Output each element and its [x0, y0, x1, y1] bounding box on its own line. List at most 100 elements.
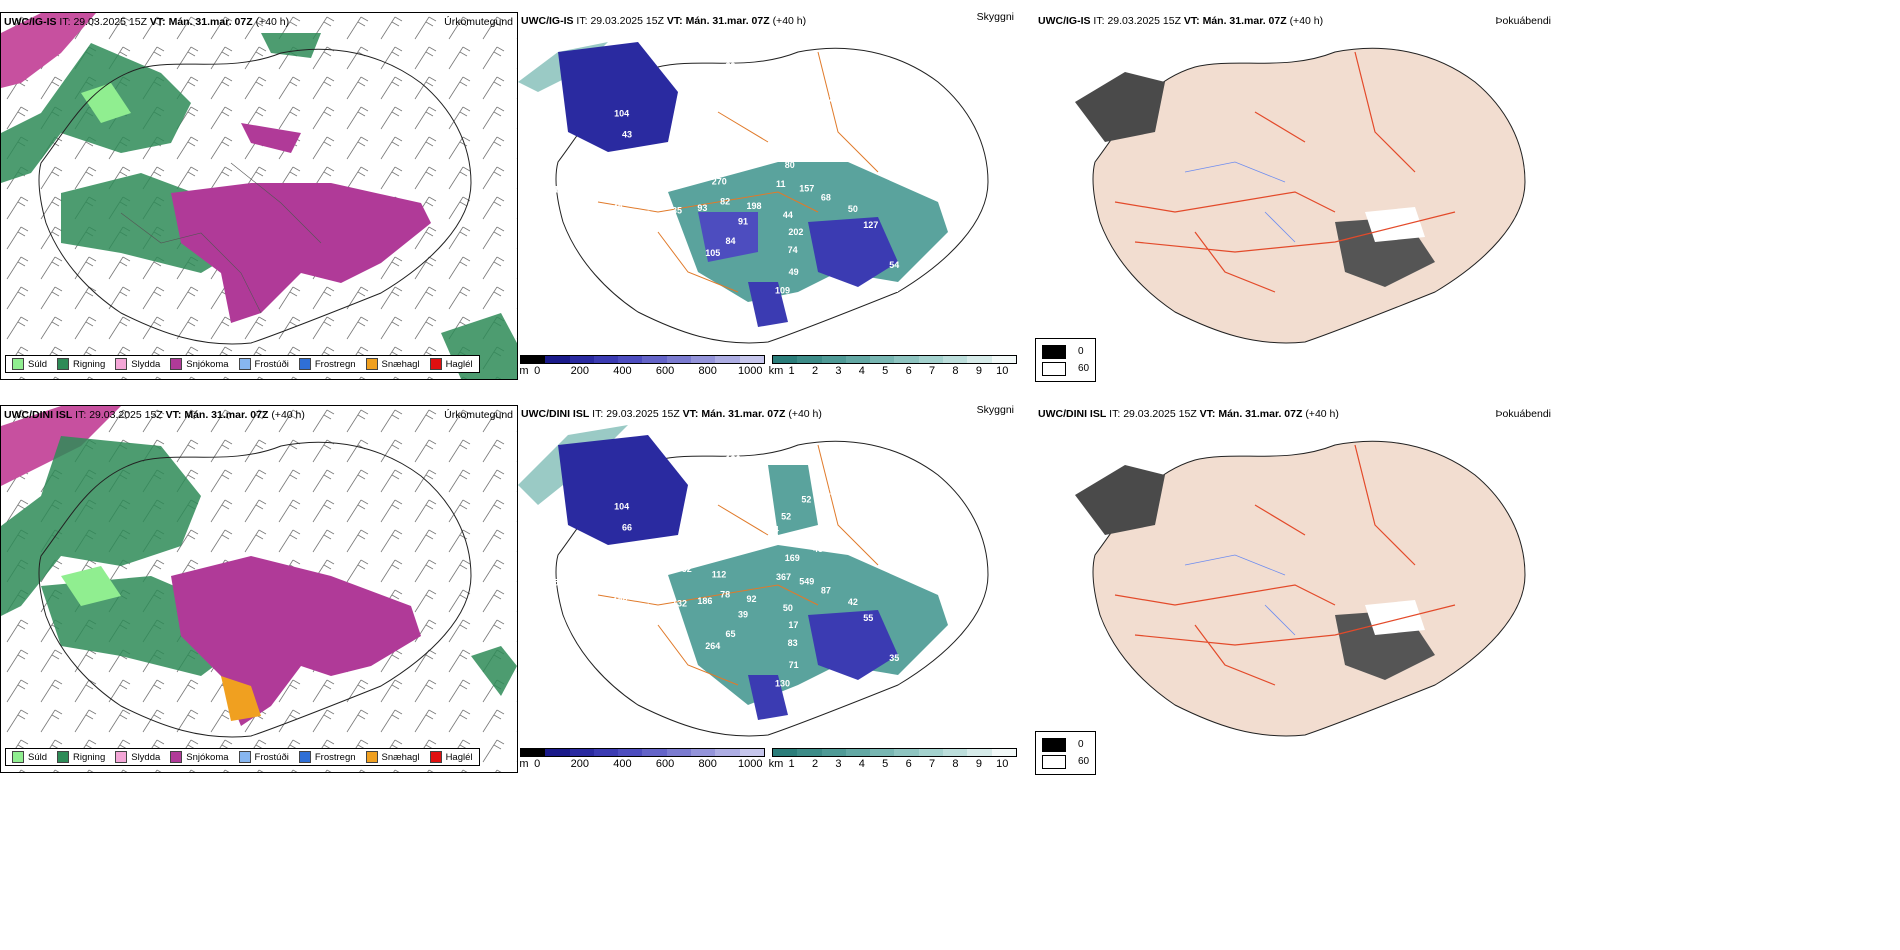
- cloud-base-label: 68: [821, 193, 831, 203]
- cloud-base-label: 62: [749, 437, 759, 447]
- cloud-base-label: 132: [672, 599, 687, 609]
- cloud-base-label: 54: [889, 260, 899, 270]
- colorbar-tick: 0: [534, 758, 541, 770]
- legend-item: Snjókoma: [170, 358, 229, 370]
- legend-item: Haglél: [429, 751, 473, 763]
- cloud-base-label: 142: [554, 185, 569, 195]
- colorbar-segment: [715, 749, 740, 756]
- cloud-base-label: 50: [783, 603, 793, 613]
- visibility-colorbar: km 1 2 3 4 5 6 7 8 9 10: [769, 748, 1017, 771]
- cloud-base-label: 49: [789, 267, 799, 277]
- cloud-base-label: 39: [738, 609, 748, 619]
- colorbar-segment: [521, 749, 546, 756]
- colorbar-segment: [991, 749, 1016, 756]
- cloud-base-label: 100: [713, 141, 728, 151]
- cloud-base-label: 89: [927, 169, 937, 179]
- precip-map: [1, 406, 517, 772]
- colorbar-unit: m: [519, 758, 529, 770]
- cloud-base-label: 39: [726, 61, 736, 71]
- cloud-base-label: 565: [620, 666, 635, 676]
- colorbar-tick: 200: [570, 365, 589, 377]
- colorbar-tick: 9: [975, 365, 982, 377]
- colorbar-segment: [521, 356, 546, 363]
- legend-item: Haglél: [429, 358, 473, 370]
- cloud-base-label: 40: [704, 514, 714, 524]
- legend-item: Frostregn: [298, 751, 356, 763]
- colorbar-tick: 8: [952, 365, 959, 377]
- colorbar-tick: 6: [905, 365, 912, 377]
- panel-header: UWC/IG-IS IT: 29.03.2025 15Z VT: Mán. 31…: [1038, 15, 1324, 27]
- cloud-base-label: 57: [888, 677, 898, 687]
- cloud-base-label: 144: [707, 495, 722, 505]
- colorbar-tick: 4: [858, 365, 865, 377]
- cloud-base-label: 35: [889, 653, 899, 663]
- cloud-base-label: 82: [720, 196, 730, 206]
- colorbar-segment: [773, 749, 798, 756]
- cloud-base-label: 70: [813, 151, 823, 161]
- colorbar-segment: [894, 356, 919, 363]
- cloud-base-label: 71: [789, 660, 799, 670]
- colorbar-segment: [691, 749, 716, 756]
- panel-header: UWC/IG-IS IT: 29.03.2025 15Z VT: Mán. 31…: [521, 15, 807, 27]
- colorbar-tick: 4: [858, 758, 865, 770]
- cloud-base-label: 268: [829, 94, 844, 104]
- legend-item: Rigning: [57, 358, 105, 370]
- cloud-base-label: 66: [622, 523, 632, 533]
- colorbar-segment: [666, 749, 692, 756]
- cloud-base-label: 35: [672, 206, 682, 216]
- colorbar-tick: 600: [655, 758, 675, 770]
- fog-panel-row2: UWC/DINI ISL IT: 29.03.2025 15Z VT: Mán.…: [1035, 405, 1555, 775]
- colorbar-segment: [593, 749, 619, 756]
- colorbar-segment: [691, 356, 716, 363]
- cloud-base-label: 51: [752, 540, 762, 550]
- colorbar-tick: 7: [929, 758, 936, 770]
- colorbar-segment: [715, 356, 740, 363]
- cloud-base-map: 11 82 89 44 43 70 84 50 50 42 59 49 43 60 90 39 54 142 97 1…: [518, 42, 989, 344]
- colorbar-segment: [943, 356, 968, 363]
- cloud-base-label: 187: [713, 534, 728, 544]
- height-colorbar: m 0 200 400 600 800 1000: [519, 355, 765, 378]
- colorbar-tick: 1000: [738, 758, 763, 770]
- colorbar-tick: 3: [835, 758, 842, 770]
- cloud-base-label: 549: [799, 577, 814, 587]
- cloud-panel-row1: 11 82 89 44 43 70 84 50 50 42 59 49 43 60 90 39 54 142 97 1…: [518, 11, 1018, 380]
- cloud-base-map: 367 78 51 50 52 45 65 40 42 51 52 71 66 305 95 126 35 50 4…: [518, 425, 989, 737]
- panel-header: UWC/DINI ISL IT: 29.03.2025 15Z VT: Mán.…: [1038, 408, 1339, 420]
- cloud-base-label: 130: [775, 679, 790, 689]
- cloud-base-label: 115: [620, 273, 635, 283]
- cloud-base-label: 50: [554, 578, 564, 588]
- colorbar-tick: 2: [811, 365, 819, 377]
- colorbar-segment: [894, 749, 919, 756]
- cloud-base-label: 45: [813, 544, 823, 554]
- colorbar-segment: [991, 356, 1016, 363]
- visibility-colorbar: km 1 2 3 4 5 6 7 8 9 10: [768, 355, 1017, 378]
- cloud-base-label: 109: [775, 286, 790, 296]
- precip-map: [1, 13, 517, 379]
- fog-legend: 0 60: [1035, 338, 1097, 382]
- colorbar-segment: [642, 356, 667, 363]
- cloud-base-label: 264: [705, 641, 720, 651]
- cloud-base-label: 92: [747, 594, 757, 604]
- colorbar-tick: 800: [698, 365, 717, 377]
- legend-item: Slydda: [115, 358, 160, 370]
- panel-title: Skyggni: [976, 404, 1014, 416]
- colorbar-segment: [545, 749, 570, 756]
- colorbar-segment: [569, 356, 594, 363]
- colorbar-unit: km: [768, 365, 784, 377]
- colorbar-segment: [618, 749, 643, 756]
- cloud-base-label: 169: [785, 553, 800, 563]
- cloud-base-label: 113: [707, 102, 722, 112]
- cloud-base-label: 127: [863, 220, 878, 230]
- cloud-base-label: 60: [900, 156, 910, 166]
- colorbar-tick: 5: [882, 365, 889, 377]
- cloud-base-label: 104: [614, 502, 629, 512]
- legend-item: Snæhagl: [365, 751, 420, 763]
- cloud-base-label: 95: [653, 664, 663, 674]
- cloud-base-label: 367: [776, 572, 791, 582]
- colorbar-segment: [797, 356, 822, 363]
- cloud-base-label: 55: [721, 157, 731, 167]
- cloud-base-label: 126: [726, 454, 741, 464]
- cloud-base-label: 78: [720, 589, 730, 599]
- cloud-base-label: 42: [848, 597, 858, 607]
- colorbar-segment: [918, 749, 944, 756]
